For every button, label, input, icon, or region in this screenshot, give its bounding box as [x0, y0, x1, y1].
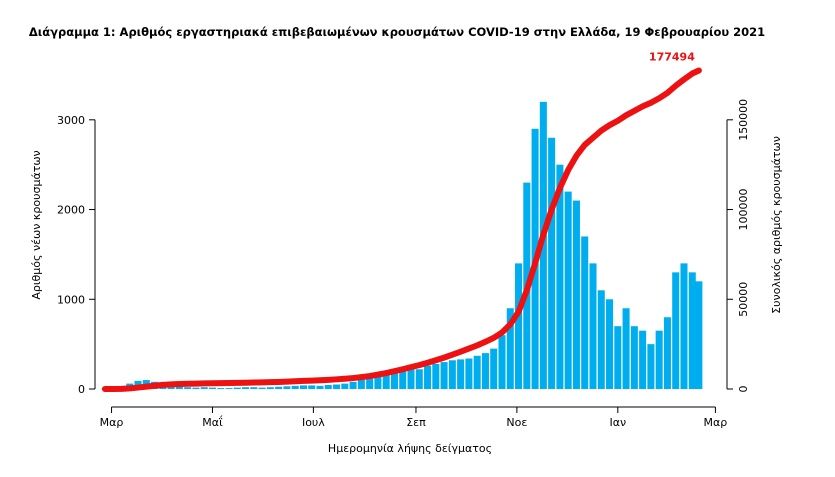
y-tick-label: 2000: [57, 204, 85, 217]
y2-tick-label: 0: [737, 386, 750, 393]
bar: [308, 385, 315, 389]
bar: [432, 364, 439, 389]
bar: [333, 385, 340, 389]
bar: [672, 272, 679, 389]
y2-tick-label: 50000: [737, 282, 750, 317]
bar: [275, 387, 282, 389]
bar: [695, 281, 702, 389]
y-axis-label: Αριθμός νέων κρουσμάτων: [30, 150, 43, 299]
y-tick-label: 0: [78, 383, 85, 396]
x-tick-label: Μαΐ: [202, 415, 223, 429]
bar: [416, 369, 423, 389]
bar: [209, 388, 216, 389]
bar: [325, 385, 332, 389]
bar: [639, 331, 646, 389]
bar: [573, 201, 580, 389]
bar: [680, 263, 687, 389]
x-tick-label: Μαρ: [100, 416, 124, 429]
bar: [589, 263, 596, 389]
bar: [259, 388, 266, 389]
bar: [201, 387, 208, 389]
bar: [565, 192, 572, 389]
bar: [358, 379, 365, 389]
y2-axis-label: Συνολικός αριθμός κρουσμάτων: [770, 136, 783, 314]
bar: [647, 344, 654, 389]
y2-tick-label: 150000: [737, 99, 750, 141]
x-axis-label: Ημερομηνία λήψης δείγματος: [328, 442, 492, 455]
bar: [449, 360, 456, 389]
bar: [623, 308, 630, 389]
bar: [300, 385, 307, 389]
bar: [341, 384, 348, 389]
bar: [614, 326, 621, 389]
x-tick-label: Ιαν: [609, 416, 626, 429]
x-tick-label: Σεπ: [406, 416, 426, 429]
bar: [465, 358, 472, 389]
bar: [515, 263, 522, 389]
bar: [548, 138, 555, 389]
bar: [581, 236, 588, 389]
y-tick-label: 1000: [57, 293, 85, 306]
bar: [656, 331, 663, 389]
y-tick-label: 3000: [57, 114, 85, 127]
bar: [689, 272, 696, 389]
bar: [225, 388, 232, 389]
bar: [316, 386, 323, 389]
bar: [250, 387, 257, 389]
bar: [482, 353, 489, 389]
x-tick-label: Ιουλ: [302, 416, 325, 429]
bar: [267, 387, 274, 389]
bar: [217, 388, 224, 389]
bar: [606, 299, 613, 389]
end-label: 177494: [649, 50, 695, 63]
bar: [283, 386, 290, 389]
bar: [350, 382, 357, 389]
bar: [474, 356, 481, 389]
bar: [292, 386, 299, 389]
bar: [490, 349, 497, 389]
bar: [498, 335, 505, 389]
bar: [631, 326, 638, 389]
x-tick-label: Μαρ: [704, 416, 728, 429]
bar: [184, 387, 191, 389]
bar: [457, 359, 464, 389]
bar: [234, 388, 241, 389]
bar: [441, 362, 448, 389]
bar: [598, 290, 605, 389]
bar: [664, 317, 671, 389]
bar: [242, 387, 249, 389]
chart-title: Διάγραμμα 1: Αριθμός εργαστηριακά επιβεβ…: [29, 25, 765, 39]
bar: [192, 388, 199, 389]
x-tick-label: Νοε: [506, 416, 527, 429]
y2-tick-label: 100000: [737, 189, 750, 231]
bar: [424, 366, 431, 389]
